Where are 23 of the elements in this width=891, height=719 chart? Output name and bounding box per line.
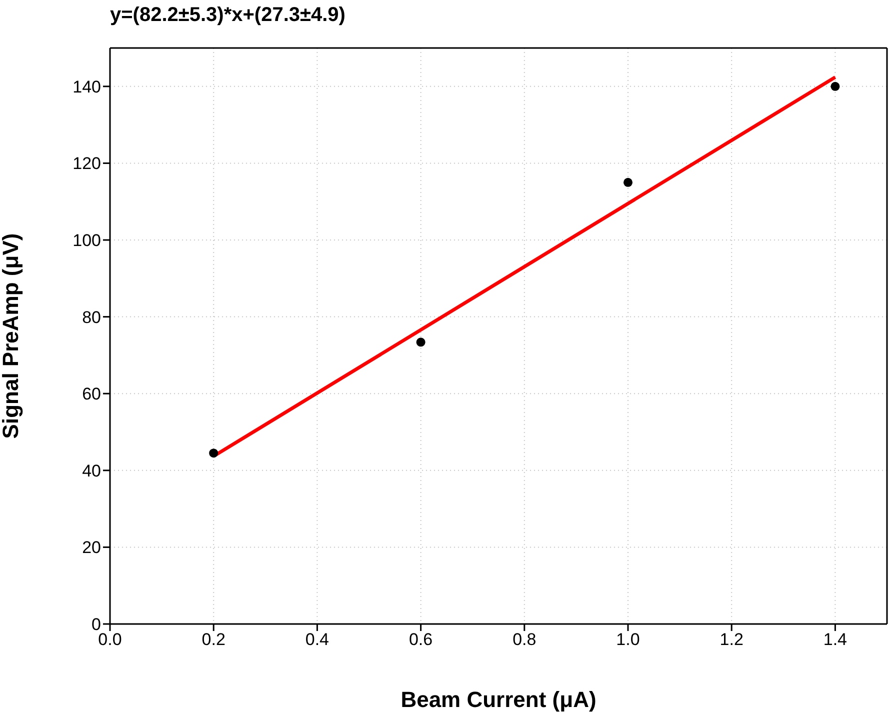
y-tick-label: 0 [92, 615, 101, 634]
y-tick-label: 140 [72, 77, 101, 96]
y-tick-label: 20 [82, 538, 101, 558]
y-tick-label: 40 [82, 461, 101, 480]
point [623, 178, 633, 187]
x-tick-label: 0.2 [202, 630, 226, 650]
x-tick-label: 0.0 [98, 630, 122, 650]
y-tick-label: 60 [82, 384, 101, 404]
chart-title: y=(82.2±5.3)*x+(27.3±4.9) [110, 4, 346, 27]
y-tick-label: 120 [72, 154, 101, 174]
x-axis-title: Beam Current (μA) [400, 687, 596, 712]
x-tick-label: 1.4 [823, 630, 848, 650]
x-tick-label: 0.6 [408, 630, 433, 650]
x-tick-label: 1.0 [616, 630, 640, 650]
x-tick-label: 0.8 [512, 630, 536, 650]
x-tick-label: 1.2 [720, 630, 744, 650]
y-tick-label: 100 [72, 231, 101, 250]
x-tick-label: 0.4 [305, 630, 330, 650]
y-tick-label: 80 [82, 308, 101, 327]
point [830, 82, 840, 91]
y-axis-title: Signal PreAmp (μV) [0, 233, 23, 439]
point [209, 448, 218, 458]
point [416, 338, 426, 347]
